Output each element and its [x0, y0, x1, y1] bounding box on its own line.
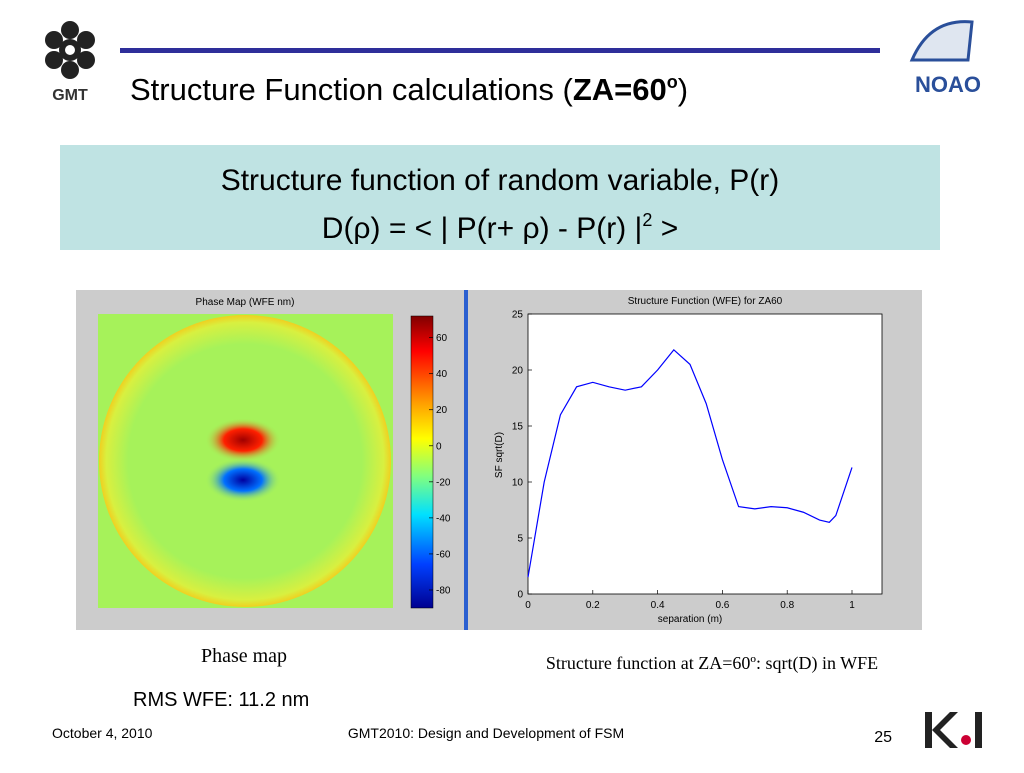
divider: [464, 290, 468, 630]
line: [527, 348, 853, 578]
colorbar-tick-label: 20: [436, 405, 448, 416]
slide-title: Structure Function calculations (ZA=60o): [130, 72, 688, 107]
chart-title: Structure Function (WFE) for ZA60: [628, 296, 783, 307]
y-tick-label: 5: [517, 534, 523, 545]
y-axis-label: SF sqrt(D): [494, 432, 505, 478]
colorbar-tick-label: -20: [436, 477, 451, 488]
footer-center: GMT2010: Design and Development of FSM: [348, 725, 624, 741]
page-number: 25: [874, 729, 892, 746]
title-rule: [120, 48, 880, 53]
t: 2: [642, 210, 652, 230]
kasi-logo: [925, 712, 982, 748]
colorbar-tick-label: -40: [436, 513, 451, 524]
x-axis-label: separation (m): [658, 614, 722, 625]
t: D(ρ) = < | P(r+ ρ) - P(r) |: [322, 212, 643, 245]
y-tick-label: 20: [512, 366, 524, 377]
box-line: D(ρ) = < | P(r+ ρ) - P(r) |2 >: [322, 210, 678, 245]
t: ZA=60: [573, 72, 667, 107]
t: o: [667, 72, 678, 92]
footer-date: October 4, 2010: [52, 725, 153, 741]
colorbar-tick-label: -80: [436, 585, 451, 596]
colorbar-tick-label: 60: [436, 333, 448, 344]
caption: RMS WFE: 11.2 nm: [133, 689, 309, 711]
logo-text: GMT: [52, 87, 88, 104]
colorbar: [410, 315, 434, 609]
gmt-logo: [45, 21, 95, 79]
x-tick-label: 0.8: [780, 600, 794, 611]
x-tick-label: 1: [849, 600, 855, 611]
y-tick-label: 25: [512, 310, 524, 321]
caption: Structure function at ZA=60º: sqrt(D) in…: [546, 653, 878, 674]
colorbar-tick-label: -60: [436, 549, 451, 560]
y-tick-label: 0: [517, 590, 523, 601]
y-tick-label: 10: [512, 478, 524, 489]
colorbar-tick-label: 40: [436, 369, 448, 380]
lobe: [205, 418, 281, 462]
plot-area: [527, 313, 883, 595]
caption: Phase map: [201, 645, 287, 667]
box-line: Structure function of random variable, P…: [221, 164, 780, 197]
x-tick-label: 0.4: [651, 600, 665, 611]
lobe: [205, 458, 281, 502]
colorbar-tick-label: 0: [436, 441, 442, 452]
x-tick-label: 0.2: [586, 600, 600, 611]
t: ): [678, 72, 688, 107]
t: >: [652, 212, 678, 245]
logo-text: NOAO: [915, 72, 981, 97]
x-tick-label: 0: [525, 600, 531, 611]
t: Structure Function calculations (: [130, 72, 573, 107]
y-tick-label: 15: [512, 422, 524, 433]
x-tick-label: 0.6: [715, 600, 729, 611]
noao-logo: [909, 20, 974, 62]
heatmap-title: Phase Map (WFE nm): [196, 297, 295, 308]
definition-box: [60, 145, 940, 250]
